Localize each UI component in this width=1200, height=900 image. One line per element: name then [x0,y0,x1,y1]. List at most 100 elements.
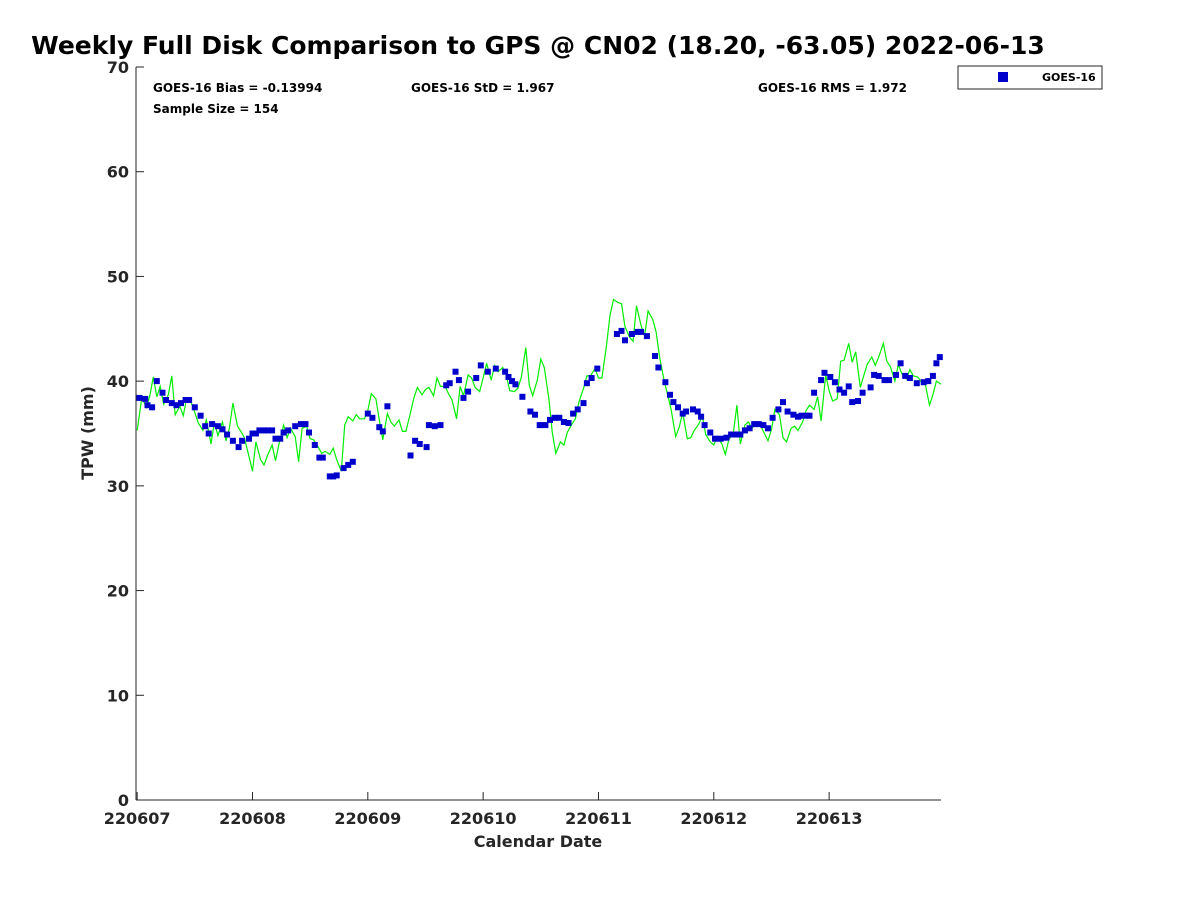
goes16-point [214,423,221,430]
goes16-point [446,380,453,387]
goes16-point [364,410,371,417]
goes16-point [219,426,226,433]
goes16-point [502,368,509,375]
goes16-point [149,404,156,411]
y-tick-label: 40 [107,372,129,391]
goes16-point [798,412,805,419]
goes16-point [920,379,927,386]
goes16-point [560,419,567,425]
goes16-point [913,380,920,387]
goes16-point [893,371,899,378]
x-tick-label: 220610 [450,809,517,828]
goes16-point [311,442,318,448]
goes16-point [256,427,263,434]
goes16-point [235,444,242,451]
x-tick-label: 220612 [680,809,747,828]
goes16-point [407,452,414,459]
y-tick-label: 30 [107,477,129,496]
goes16-point [728,431,735,438]
goes16-point [536,422,543,429]
goes16-point [675,404,681,411]
goes16-point [936,354,943,361]
goes16-point [698,413,705,420]
plot-area: 0 10 20 30 40 50 60 70 220607 220608 220609 220610… [104,58,943,828]
goes16-point [875,372,882,379]
goes16-point [280,429,287,436]
goes16-point [634,328,641,335]
goes16-point [345,461,352,468]
goes16-point [775,406,782,413]
goes16-point [906,375,913,381]
goes16-point [144,402,151,409]
goes16-point [349,458,356,465]
goes16-point [316,454,323,461]
goes16-point [191,404,198,411]
goes16-point [297,421,304,428]
y-tick-label: 70 [107,58,129,77]
goes16-point [790,411,797,418]
goes16-point [136,394,143,401]
goes16-point [319,454,326,461]
x-tick-label: 220607 [104,809,171,828]
goes16-point [376,424,383,431]
goes16-point [326,473,333,480]
goes16-point [765,425,771,432]
goes16-point [849,399,856,406]
y-tick-label: 20 [107,582,129,601]
goes16-point [806,412,813,419]
goes16-point [246,435,252,442]
goes16-point [239,437,246,444]
goes16-point [423,444,430,451]
goes16-point [836,386,843,393]
goes16-point [186,397,193,403]
gps-series-line [136,298,942,472]
goes16-point [292,423,299,430]
goes16-point [628,331,635,337]
goes16-point [205,430,212,437]
y-axis-label: TPW (mm) [78,386,97,480]
goes16-point [182,397,189,403]
goes16-point [452,368,459,375]
goes16-point [859,389,866,396]
goes16-point [302,421,309,428]
goes16-point [746,425,753,432]
legend-marker-goes16 [998,72,1008,82]
goes16-point [277,435,284,442]
goes16-point [683,408,690,415]
goes16-point [737,431,744,438]
x-axis-label: Calendar Date [474,832,603,851]
legend: GOES-16 [957,65,1103,90]
goes16-point [261,427,267,434]
goes16-point [755,421,762,428]
goes16-point [701,422,708,429]
goes16-point [269,427,276,434]
goes16-point [570,410,577,417]
goes16-point [425,422,432,429]
goes16-point [252,430,259,437]
goes16-point [588,375,595,381]
goes16-point [717,435,724,442]
goes16-point [484,368,491,375]
goes16-point [142,395,149,402]
goes16-point [655,364,662,371]
goes16-point [285,427,292,434]
goes16-point [527,408,534,415]
bias-stat: GOES-16 Bias = -0.13994 [153,81,322,95]
goes16-point [437,422,444,429]
goes16-point [803,412,810,419]
goes16-point [871,371,878,378]
goes16-point [583,380,590,387]
goes16-point [751,421,758,428]
y-tick-label: 50 [107,267,129,286]
legend-label-goes16: GOES-16 [1042,71,1096,84]
goes16-point [929,372,936,379]
goes16-point [784,408,791,415]
goes16-point [197,412,204,419]
goes16-point [477,362,484,369]
x-tick-label: 220613 [796,809,863,828]
goes16-point [505,374,512,380]
goes16-point [760,422,767,429]
goes16-point [732,431,739,438]
goes16-point [897,360,904,367]
